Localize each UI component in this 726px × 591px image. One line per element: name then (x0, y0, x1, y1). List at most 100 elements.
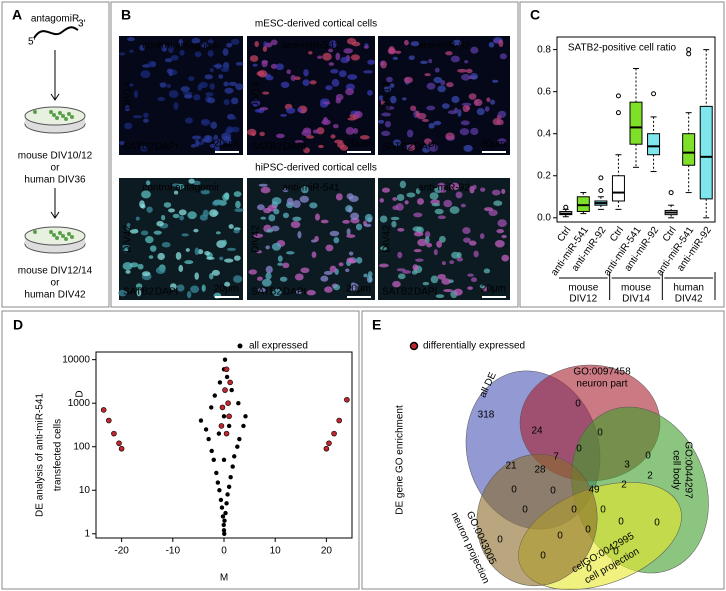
nucleus (146, 206, 153, 213)
nucleus (191, 135, 202, 140)
nucleus (433, 249, 438, 256)
nucleus (178, 38, 184, 47)
cell-icon (67, 232, 71, 236)
nucleus (403, 76, 413, 84)
point (209, 448, 214, 454)
micrograph (378, 36, 510, 155)
x-tick-label: 20 (321, 546, 333, 557)
nucleus (501, 188, 506, 194)
nucleus (423, 138, 432, 145)
y-tick-label: 100 (73, 441, 90, 452)
nucleus (292, 216, 302, 222)
panel-frame (361, 310, 725, 590)
outlier (598, 175, 604, 181)
nucleus (266, 228, 274, 233)
nucleus (332, 124, 339, 129)
outlier (668, 190, 674, 196)
nucleus (408, 55, 415, 61)
nucleus (308, 51, 313, 55)
y-tick-label: 10000 (62, 354, 90, 365)
nucleus (176, 284, 185, 292)
point (206, 436, 211, 442)
nucleus (193, 94, 201, 101)
nucleus (389, 83, 395, 88)
venn-title: DE gene GO enrichment (395, 405, 406, 515)
nucleus (352, 128, 359, 134)
point (225, 400, 231, 406)
nucleus (434, 208, 444, 215)
y-tick-label: 0.2 (537, 170, 551, 181)
nucleus (225, 128, 232, 136)
nucleus (221, 239, 227, 246)
point (222, 357, 228, 362)
nucleus (272, 288, 282, 297)
point (214, 470, 219, 476)
point (229, 387, 234, 393)
nucleus (122, 248, 129, 253)
nucleus (402, 97, 407, 101)
nucleus (347, 117, 357, 121)
region-count: 21 (505, 461, 517, 472)
nucleus (303, 147, 310, 154)
region-count: 0 (540, 551, 546, 562)
panel-frame (110, 1, 519, 308)
nucleus (185, 248, 190, 252)
nucleus (190, 144, 196, 148)
nucleus (483, 268, 491, 274)
nucleus (383, 85, 392, 93)
point (219, 505, 225, 510)
nucleus (392, 56, 399, 61)
nucleus (428, 59, 433, 64)
nucleus (141, 271, 151, 277)
region-count: 0 (654, 518, 660, 529)
nucleus (457, 109, 462, 117)
nucleus (273, 208, 280, 215)
nucleus (330, 68, 339, 74)
point (221, 522, 226, 528)
nucleus (175, 251, 182, 260)
nucleus (392, 197, 398, 201)
region-count: 7 (553, 452, 559, 463)
nucleus (314, 213, 320, 221)
cell-icon (33, 110, 37, 114)
y-tick-label: 10 (79, 485, 91, 496)
set-label: neuron part (576, 379, 627, 390)
scale-label: 20μm (481, 139, 506, 150)
nucleus (139, 200, 145, 209)
nucleus (140, 145, 148, 152)
nucleus (277, 262, 283, 266)
nucleus (235, 83, 244, 91)
point (111, 430, 117, 437)
point (211, 457, 216, 463)
point (241, 423, 246, 429)
nucleus (380, 246, 387, 251)
point (118, 445, 125, 452)
nucleus (224, 281, 231, 287)
nucleus (346, 234, 356, 238)
y-tick-label: 0.6 (537, 86, 551, 97)
nucleus (262, 46, 268, 52)
nucleus (324, 286, 333, 293)
nucleus (453, 107, 459, 113)
nucleus (497, 138, 507, 144)
nucleus (356, 256, 363, 264)
set-label: GO:0044297 (682, 441, 693, 499)
nucleus (320, 275, 329, 282)
point (222, 518, 227, 523)
nucleus (166, 83, 172, 89)
cell-icon (70, 235, 74, 239)
nucleus (498, 39, 504, 48)
stain-label: DAPI (414, 287, 437, 298)
nucleus (413, 249, 422, 253)
image-title: anti-miR-92 (418, 41, 470, 52)
nucleus (470, 46, 479, 54)
point (217, 380, 223, 385)
nucleus (364, 213, 373, 222)
nucleus (491, 189, 501, 196)
nucleus (416, 112, 427, 120)
nucleus (280, 113, 287, 117)
nucleus (231, 116, 237, 120)
point (223, 510, 228, 516)
nucleus (413, 212, 423, 218)
stain-label: SATB2 (382, 142, 413, 153)
